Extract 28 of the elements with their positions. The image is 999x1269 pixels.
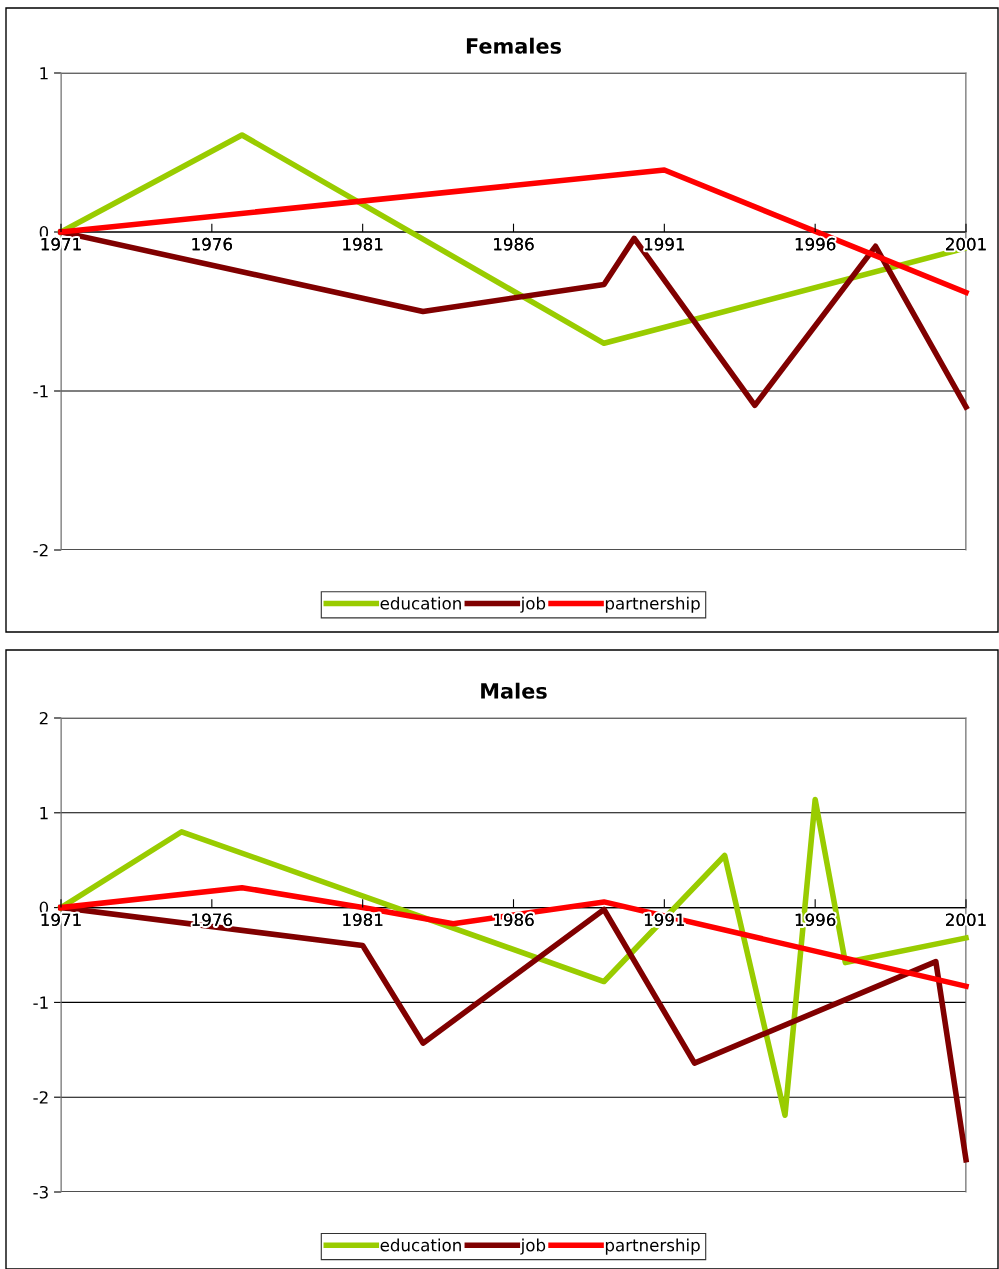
x-tick-label: 1971 — [41, 237, 81, 251]
x-tick-label: 1991 — [644, 237, 684, 251]
x-tick-label: 1981 — [343, 913, 383, 927]
y-tick-label: 1 — [40, 806, 48, 820]
y-tick-label: -1 — [33, 996, 48, 1009]
x-tick-label: 2001 — [946, 913, 986, 927]
x-tick-label: 1981 — [343, 237, 383, 251]
y-tick-label: -1 — [33, 385, 48, 398]
legend-label: partnership — [605, 1238, 700, 1255]
x-tick-label: 1996 — [795, 237, 836, 251]
legend-label: job — [520, 1238, 546, 1255]
y-tick-label: -3 — [33, 1185, 48, 1199]
legend-label: partnership — [605, 596, 700, 613]
y-tick-label: -2 — [33, 543, 48, 557]
y-tick-label: 1 — [40, 67, 48, 80]
x-tick-label: 1986 — [494, 237, 534, 251]
x-tick-label: 1986 — [494, 913, 534, 927]
chart-title: Females — [466, 37, 561, 54]
legend-label: education — [380, 1238, 461, 1252]
x-tick-label: 1976 — [192, 913, 232, 927]
y-tick-label: 2 — [39, 711, 48, 725]
legend-label: education — [380, 596, 461, 610]
chart-title: Males — [481, 682, 547, 699]
legend-label: job — [520, 596, 546, 613]
x-tick-label: 1976 — [192, 237, 232, 251]
x-tick-label: 1971 — [41, 913, 81, 927]
x-tick-label: 2001 — [946, 237, 986, 251]
y-tick-label: -2 — [33, 1091, 48, 1104]
